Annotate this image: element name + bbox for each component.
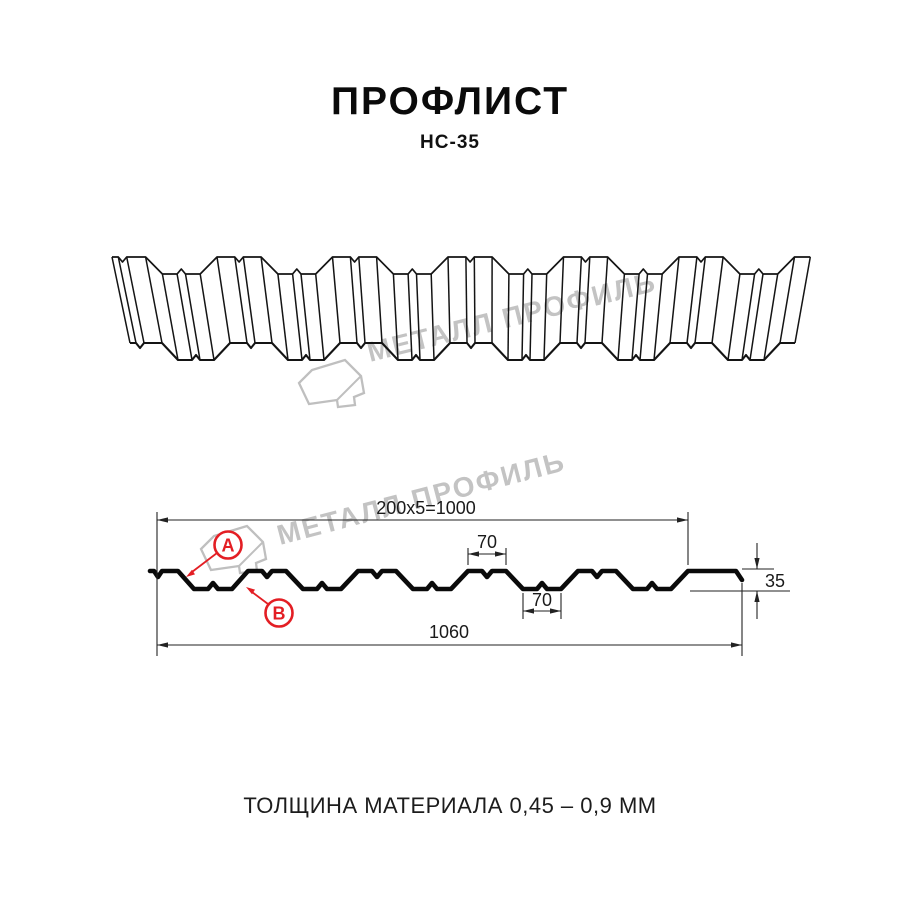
dimensions — [156, 512, 790, 656]
dimension-arrowheads — [157, 517, 760, 648]
thickness-note: ТОЛЩИНА МАТЕРИАЛА 0,45 – 0,9 ММ — [243, 793, 657, 818]
brand-logo-icon — [199, 524, 268, 575]
sheet-3d-view — [111, 256, 812, 362]
dim-modular-width: 200x5=1000 — [376, 498, 476, 518]
marker-b: В — [246, 587, 294, 628]
dim-rib-top: 70 — [477, 532, 497, 552]
dim-rib-bottom: 70 — [532, 590, 552, 610]
marker-a-label: А — [222, 536, 235, 556]
profile-outline — [147, 568, 745, 592]
dim-profile-height: 35 — [765, 571, 785, 591]
brand-logo-icon — [297, 358, 366, 409]
profile-code: НС-35 — [420, 132, 480, 153]
marker-a: А — [186, 530, 243, 577]
page-title: ПРОФЛИСТ — [330, 80, 570, 123]
dim-overall-width: 1060 — [429, 622, 469, 642]
marker-b-label: В — [273, 604, 286, 624]
cross-section — [147, 568, 745, 592]
